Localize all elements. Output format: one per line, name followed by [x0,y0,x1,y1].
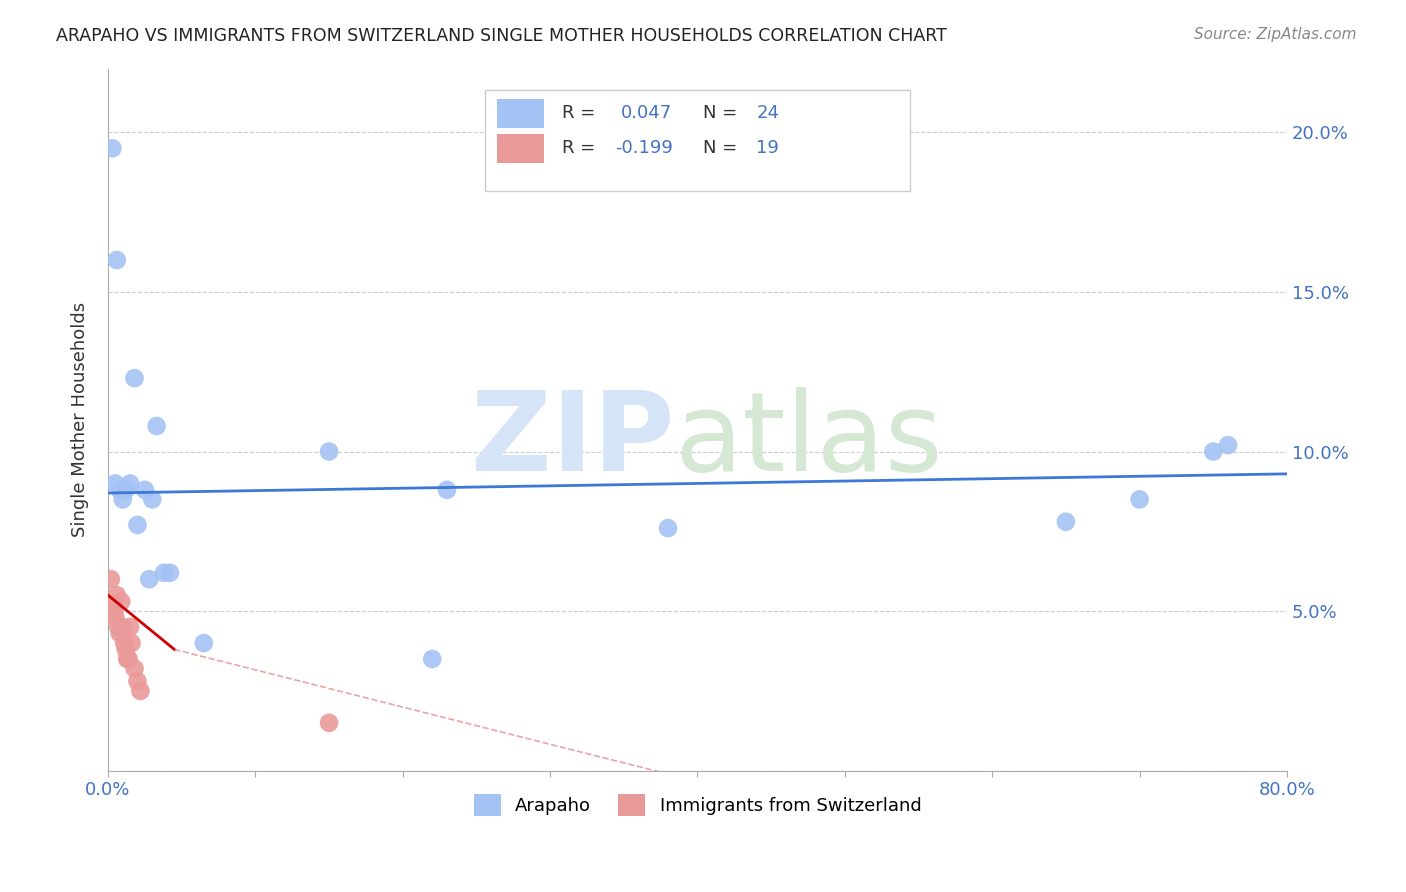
Point [1216,438,1239,452]
Point [112,636,135,650]
Point [129,684,152,698]
Point [141,492,163,507]
Point [103,604,125,618]
Point [117,652,139,666]
Point [101,141,124,155]
Text: N =: N = [703,139,744,157]
Point [110,594,132,608]
Point [159,566,181,580]
Point [108,626,131,640]
Text: -0.199: -0.199 [614,139,673,157]
Text: ARAPAHO VS IMMIGRANTS FROM SWITZERLAND SINGLE MOTHER HOUSEHOLDS CORRELATION CHAR: ARAPAHO VS IMMIGRANTS FROM SWITZERLAND S… [56,27,948,45]
Point [114,483,136,497]
Point [153,566,176,580]
Text: ZIP: ZIP [471,387,673,494]
Legend: Arapaho, Immigrants from Switzerland: Arapaho, Immigrants from Switzerland [464,785,931,825]
Point [420,652,443,666]
Bar [498,99,544,128]
Text: N =: N = [703,103,744,121]
Point [127,674,149,689]
Point [1129,492,1152,507]
Text: atlas: atlas [673,387,942,494]
Bar [498,134,544,163]
Point [115,652,138,666]
Point [120,476,142,491]
Text: 24: 24 [756,103,779,121]
Point [127,517,149,532]
Text: 19: 19 [756,139,779,157]
Point [101,598,124,612]
Point [111,492,134,507]
Point [657,521,679,535]
Point [318,715,340,730]
Point [105,253,128,268]
Y-axis label: Single Mother Households: Single Mother Households [72,302,89,537]
Point [100,572,122,586]
Point [138,572,160,586]
Point [111,620,134,634]
Point [104,610,127,624]
FancyBboxPatch shape [485,89,910,192]
Point [108,483,131,497]
Text: R =: R = [562,103,600,121]
Point [105,588,128,602]
Point [193,636,215,650]
Text: Source: ZipAtlas.com: Source: ZipAtlas.com [1194,27,1357,42]
Point [318,444,340,458]
Point [124,662,146,676]
Point [1054,515,1077,529]
Point [134,483,156,497]
Point [1202,444,1225,458]
Point [114,642,136,657]
Point [107,620,129,634]
Point [145,419,167,434]
Point [120,620,142,634]
Point [121,636,143,650]
Point [104,476,127,491]
Point [436,483,458,497]
Point [124,371,146,385]
Text: R =: R = [562,139,600,157]
Text: 0.047: 0.047 [621,103,672,121]
